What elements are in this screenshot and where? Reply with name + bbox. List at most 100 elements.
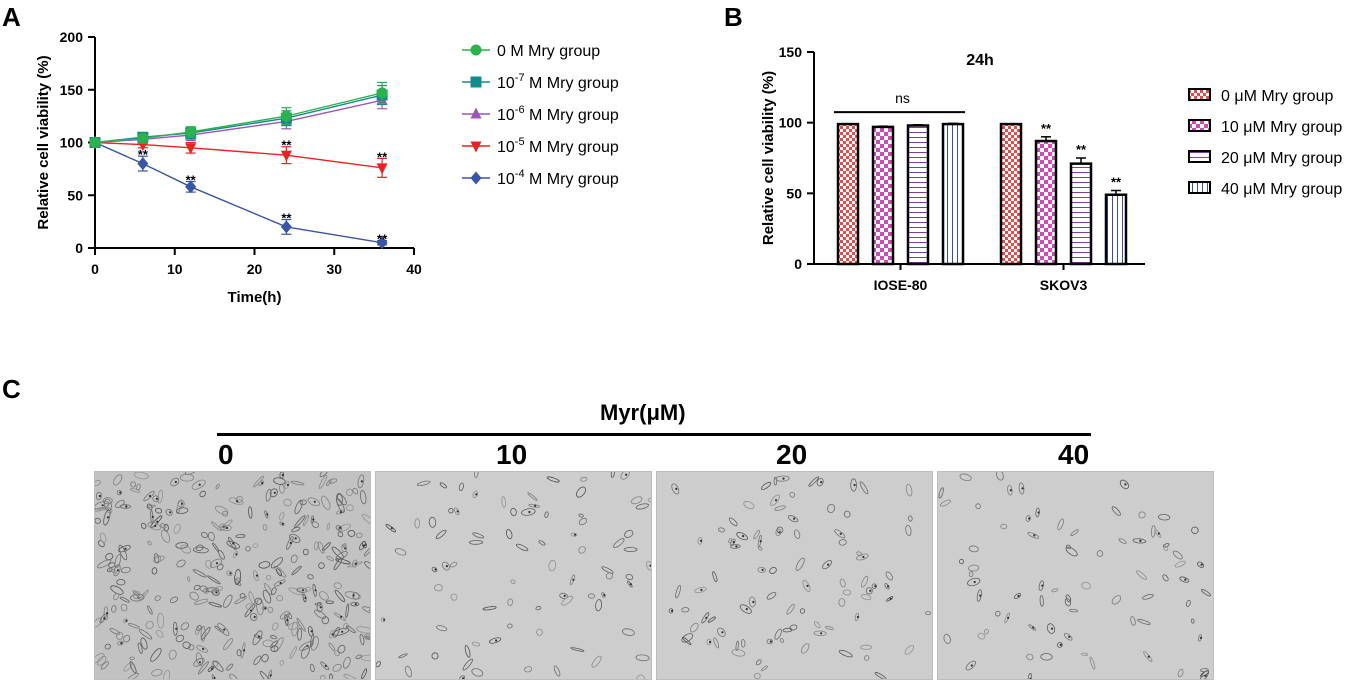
data-point [137, 157, 149, 171]
cell [113, 593, 120, 601]
cell-dot [261, 482, 264, 485]
cell [273, 579, 286, 587]
cell [431, 652, 439, 660]
x-tick-label: 40 [406, 261, 422, 277]
cell [631, 496, 643, 505]
cell [431, 566, 438, 573]
conc-label-10: 10 [496, 439, 528, 470]
cell [730, 544, 741, 549]
cell-dot [629, 583, 632, 586]
cell [199, 490, 206, 498]
cell-dot [148, 494, 152, 498]
cell [428, 516, 437, 528]
cell-dot [202, 647, 205, 651]
cell [328, 478, 338, 484]
data-point [185, 126, 197, 138]
cell-dot [369, 609, 370, 612]
cell [265, 488, 272, 502]
cell [316, 601, 323, 613]
cell [779, 638, 784, 643]
cell [755, 659, 762, 666]
cell [212, 660, 224, 672]
data-point [185, 143, 197, 155]
cell [356, 532, 363, 539]
cell [1136, 570, 1147, 580]
cell [605, 572, 613, 580]
cell [197, 661, 209, 675]
cell [968, 571, 974, 578]
significance-label: ** [1076, 142, 1087, 157]
y-tick-label: 50 [786, 185, 802, 201]
cell [344, 591, 361, 600]
cell [155, 629, 164, 638]
cell [261, 606, 268, 611]
cell [959, 473, 972, 482]
cell [118, 545, 131, 553]
cell [527, 492, 538, 501]
cell-dot [255, 574, 258, 577]
cell-dot [120, 642, 123, 645]
cell [147, 540, 152, 546]
cell-dot [1033, 534, 1036, 537]
cell [591, 655, 602, 668]
cell [258, 561, 271, 569]
cell [488, 637, 502, 644]
cell [1069, 608, 1079, 613]
cell [169, 596, 179, 604]
cell [176, 559, 186, 568]
cell [212, 542, 220, 552]
cell-dot [312, 518, 315, 521]
legend-swatch [1188, 181, 1211, 194]
cell [114, 554, 122, 569]
cell [345, 603, 350, 618]
cell-dot [782, 477, 785, 480]
cell [318, 562, 325, 569]
cell-dot [1017, 594, 1020, 598]
cell [681, 607, 690, 613]
cell [1197, 561, 1205, 568]
cell [146, 503, 153, 510]
cell-dot [534, 504, 537, 507]
cell [757, 566, 766, 573]
cell-dot [869, 589, 872, 592]
cell [304, 586, 312, 592]
cell [319, 472, 329, 478]
cell-dot [169, 511, 172, 514]
cell [694, 586, 707, 594]
cell [310, 633, 315, 648]
cell [1142, 593, 1154, 600]
cell [208, 602, 223, 608]
series-1 [89, 81, 388, 148]
cell [195, 627, 200, 636]
legend-label: 20 μM Mry group [1221, 150, 1342, 167]
cell-dot [827, 563, 830, 566]
cell [864, 655, 870, 661]
cell [235, 534, 246, 539]
cell [214, 586, 223, 592]
cell [625, 573, 634, 581]
legend-swatch [1188, 88, 1211, 101]
cell [267, 606, 274, 613]
legend-marker [470, 76, 482, 88]
cell [132, 590, 139, 597]
cell [355, 654, 362, 660]
cell-dot [119, 491, 122, 494]
myr-title: Myr(μM) [600, 400, 686, 425]
cell [365, 635, 370, 641]
cell [860, 644, 873, 650]
cell [834, 529, 846, 539]
cell [223, 594, 233, 608]
cell [220, 524, 232, 532]
cell-dot [319, 606, 322, 609]
cell [595, 599, 603, 612]
cell [326, 522, 331, 531]
cell [325, 600, 334, 604]
cell [138, 629, 153, 640]
cell-dot [101, 504, 104, 507]
cell [362, 606, 370, 615]
cell [321, 542, 331, 551]
cell-dot [273, 491, 276, 494]
cell [775, 475, 790, 482]
legend-item-5: 10-4 M Mry group [462, 168, 619, 188]
cell [856, 553, 869, 561]
